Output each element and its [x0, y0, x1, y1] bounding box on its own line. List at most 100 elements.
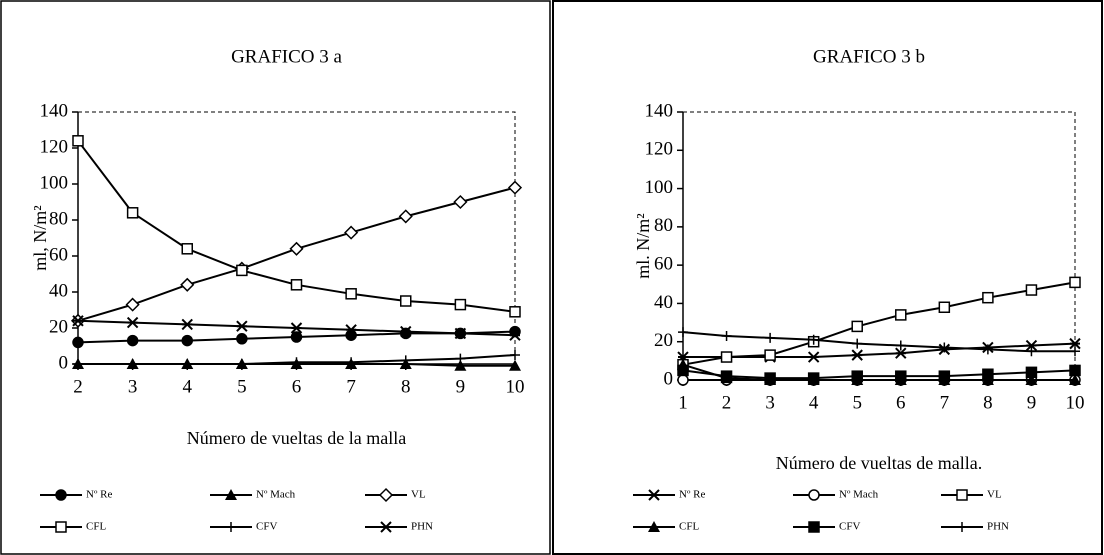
- y-tick-label: 80: [49, 208, 68, 229]
- data-point: [345, 329, 357, 341]
- chart-title: GRAFICO 3 b: [813, 46, 925, 67]
- data-point: [895, 347, 907, 359]
- data-point: [236, 320, 248, 332]
- x-tick-label: 6: [896, 392, 906, 413]
- data-point: [290, 331, 303, 343]
- y-tick-label: 40: [654, 292, 673, 313]
- data-point: [400, 355, 411, 366]
- data-point: [126, 316, 139, 329]
- legend-label: CFL: [679, 521, 699, 533]
- y-tick-label: 80: [654, 215, 673, 236]
- legend-label: CFV: [256, 521, 277, 533]
- y-tick-label: 0: [59, 352, 69, 373]
- plot-frame: [78, 111, 516, 364]
- data-point: [982, 344, 993, 355]
- data-point: [236, 264, 248, 277]
- legend-label: Nº Mach: [256, 489, 296, 501]
- y-tick-label: 20: [654, 330, 673, 351]
- x-tick-label: 4: [183, 376, 193, 397]
- data-point: [291, 357, 302, 368]
- data-point: [72, 336, 84, 349]
- x-tick-label: 8: [401, 376, 411, 397]
- legend-marker: [380, 521, 392, 533]
- data-point: [764, 349, 776, 361]
- chart-title: GRAFICO 3 a: [231, 46, 342, 67]
- data-point: [125, 297, 140, 312]
- data-point: [678, 327, 688, 338]
- data-point: [181, 318, 193, 331]
- data-point: [721, 330, 732, 341]
- data-point: [454, 327, 467, 340]
- y-axis-label: ml. N/m²: [633, 213, 653, 278]
- legend-label: VL: [411, 489, 426, 501]
- data-point: [982, 368, 994, 381]
- legend-label: Nº Mach: [839, 489, 879, 501]
- legend-label: VL: [987, 489, 1002, 501]
- legend-label: PHN: [411, 521, 433, 533]
- data-point: [852, 338, 863, 349]
- y-tick-label: 120: [40, 136, 69, 157]
- data-point: [938, 370, 951, 382]
- x-tick-label: 7: [940, 392, 950, 413]
- x-tick-label: 3: [765, 392, 775, 413]
- y-tick-label: 120: [645, 139, 674, 160]
- data-point: [1025, 339, 1038, 352]
- data-point: [236, 333, 248, 345]
- legend-marker: [648, 489, 660, 501]
- legend-label: CFL: [86, 521, 106, 533]
- data-point: [851, 370, 863, 382]
- data-point: [808, 334, 819, 345]
- x-tick-label: 1: [678, 392, 688, 413]
- data-point: [181, 243, 193, 255]
- data-point: [1069, 337, 1081, 350]
- data-point: [765, 332, 776, 343]
- data-point: [1069, 276, 1081, 289]
- legend-marker: [957, 522, 967, 532]
- y-tick-label: 40: [49, 280, 68, 301]
- data-point: [289, 241, 304, 256]
- data-point: [1069, 374, 1081, 385]
- x-tick-label: 9: [1027, 392, 1037, 413]
- legend-marker: [55, 521, 67, 533]
- data-point: [290, 279, 303, 291]
- data-point: [509, 359, 521, 371]
- y-tick-label: 60: [654, 254, 673, 275]
- data-point: [895, 340, 906, 351]
- data-point: [72, 135, 84, 147]
- data-point: [895, 370, 907, 382]
- x-axis-label: Número de vueltas de la malla: [187, 428, 406, 448]
- data-point: [454, 298, 467, 311]
- plot-frame: [683, 111, 1076, 380]
- data-point: [73, 359, 83, 369]
- data-point: [507, 180, 523, 195]
- data-point: [127, 359, 138, 369]
- data-point: [453, 194, 468, 210]
- data-point: [182, 359, 193, 369]
- x-tick-label: 2: [73, 376, 83, 397]
- data-point: [236, 359, 247, 369]
- x-tick-label: 10: [1066, 392, 1085, 413]
- data-point: [982, 291, 994, 304]
- y-tick-label: 100: [645, 177, 674, 198]
- x-tick-label: 3: [128, 376, 138, 397]
- legend-marker: [808, 521, 820, 533]
- x-tick-label: 2: [722, 392, 732, 413]
- legend-marker: [225, 489, 237, 500]
- data-point: [1025, 366, 1038, 379]
- data-point: [677, 374, 689, 386]
- data-point: [180, 277, 195, 292]
- data-point: [807, 372, 820, 384]
- data-point: [1069, 364, 1081, 377]
- series-line: [682, 331, 1075, 353]
- data-point: [509, 306, 521, 318]
- series-line: [682, 281, 1076, 366]
- data-point: [720, 351, 733, 363]
- data-point: [764, 372, 776, 384]
- legend-marker: [378, 487, 394, 503]
- y-tick-label: 140: [40, 100, 69, 121]
- data-point: [398, 209, 413, 224]
- data-point: [1070, 346, 1080, 357]
- panel-frame: [0, 0, 551, 555]
- x-tick-label: 4: [809, 392, 819, 413]
